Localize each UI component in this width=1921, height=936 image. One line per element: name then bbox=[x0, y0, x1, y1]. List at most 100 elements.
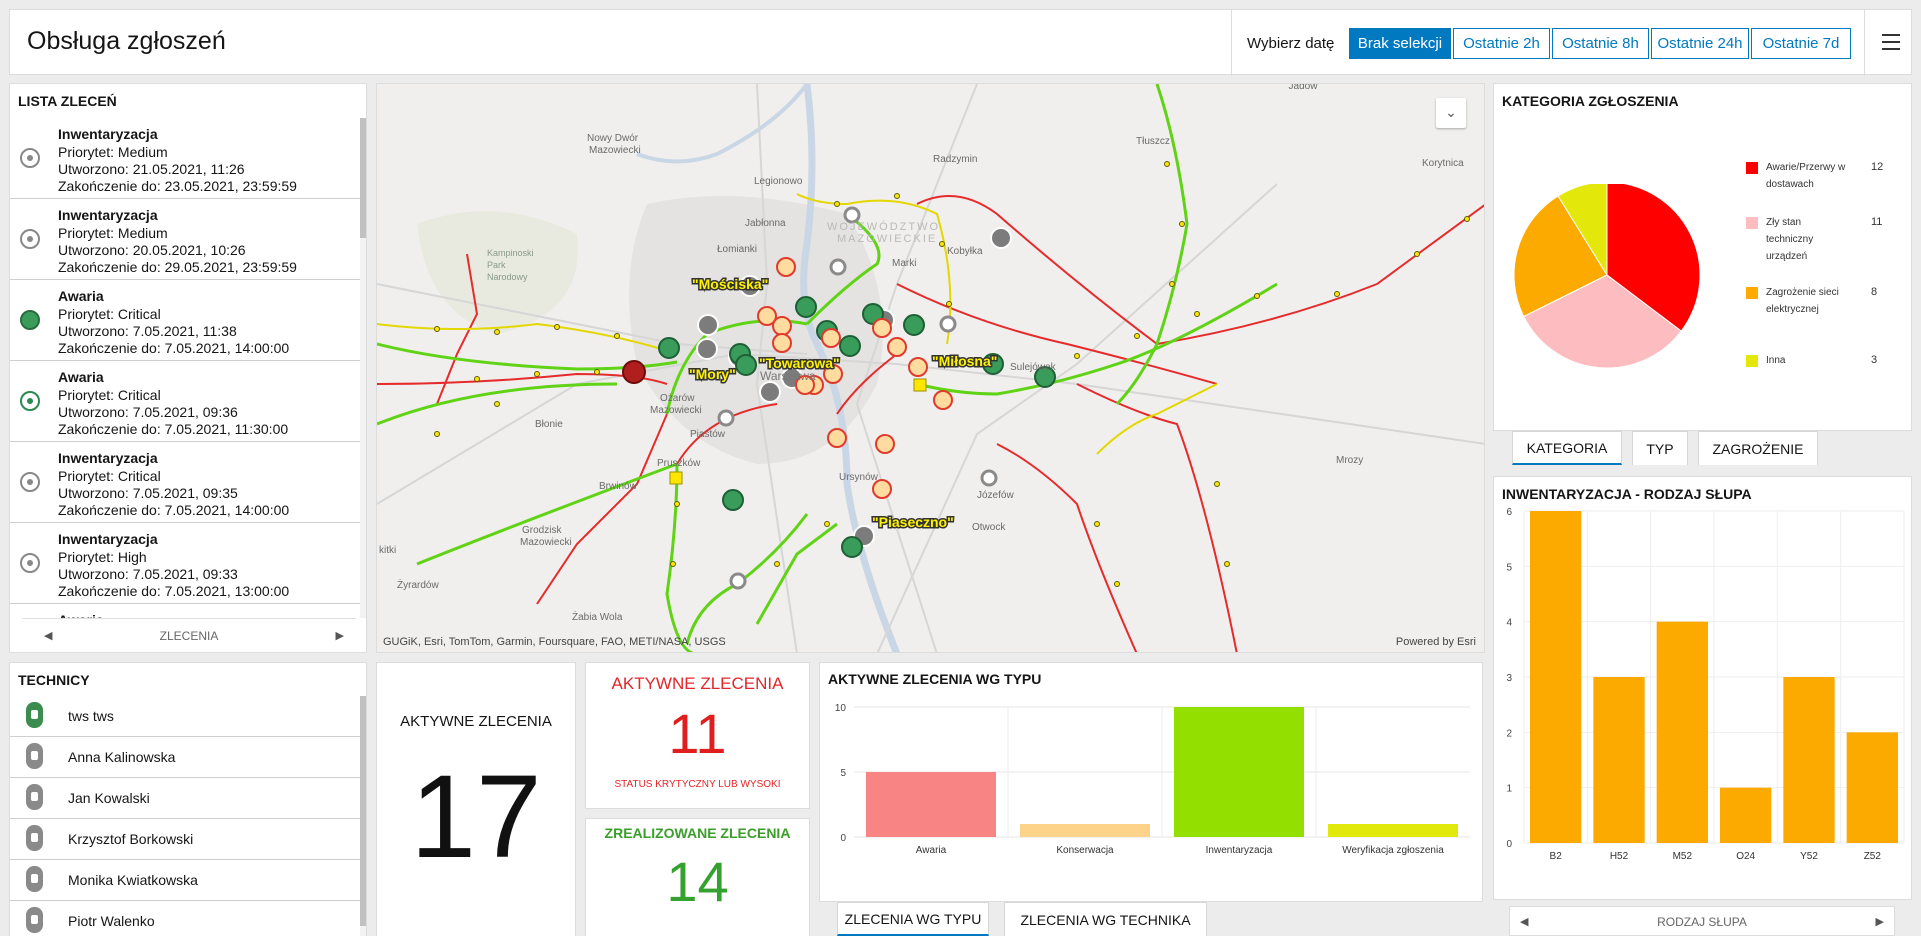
next-arrow-icon[interactable]: ▶ bbox=[1875, 916, 1884, 928]
y-tick-label: 5 bbox=[1506, 562, 1512, 573]
x-tick-label: Y52 bbox=[1800, 851, 1818, 862]
collapse-chevron-icon[interactable]: ⌄ bbox=[1436, 98, 1466, 128]
technician-name: Krzysztof Borkowski bbox=[68, 831, 194, 847]
bar bbox=[1783, 677, 1835, 843]
tab-orders-by-technician[interactable]: ZLECENIA WG TECHNIKA bbox=[1004, 902, 1207, 936]
x-tick-label: Inwentaryzacja bbox=[1206, 845, 1273, 856]
map-powered-by[interactable]: Powered by Esri bbox=[1395, 636, 1476, 648]
status-icon bbox=[20, 391, 40, 411]
order-list-item[interactable]: Inwentaryzacja Priorytet: Critical Utworzo… bbox=[10, 442, 360, 523]
svg-text:"Miłosna": "Miłosna" bbox=[932, 353, 997, 369]
orders-by-type-title: AKTYWNE ZLECENIA WG TYPU bbox=[828, 671, 1042, 687]
technician-list-item[interactable]: tws tws bbox=[10, 696, 360, 737]
x-tick-label: B2 bbox=[1550, 851, 1563, 862]
x-tick-label: Awaria bbox=[916, 845, 947, 856]
tab-threat[interactable]: ZAGROŻENIE bbox=[1698, 431, 1818, 465]
technician-name: Piotr Walenko bbox=[68, 913, 155, 929]
pole-type-chart: 0 1 2 3 4 5 6 B2 H52 M52 O24 Y52 Z52 bbox=[1506, 507, 1905, 862]
order-list-item[interactable]: Awaria Priorytet: Critical Utworzono: 7.05… bbox=[10, 361, 360, 442]
tab-type[interactable]: TYP bbox=[1632, 431, 1688, 465]
category-panel: KATEGORIA ZGŁOSZENIA Awarie/Przerwy w do… bbox=[1493, 83, 1912, 431]
orders-pager: ◀ ZLECENIA ▶ bbox=[22, 618, 356, 650]
date-button-8h[interactable]: Ostatnie 8h bbox=[1552, 28, 1649, 59]
date-button-24h[interactable]: Ostatnie 24h bbox=[1651, 28, 1749, 59]
svg-text:Mazowiecki: Mazowiecki bbox=[520, 537, 572, 548]
svg-text:Nowy Dwór: Nowy Dwór bbox=[587, 133, 639, 144]
completed-orders-value: 14 bbox=[666, 850, 729, 913]
order-name: Inwentaryzacja bbox=[58, 207, 158, 223]
tab-category[interactable]: KATEGORIA bbox=[1512, 431, 1622, 465]
order-due: Zakończenie do: 7.05.2021, 11:30:00 bbox=[58, 421, 289, 437]
previous-arrow-icon[interactable]: ◀ bbox=[44, 630, 53, 642]
svg-text:Ożarów: Ożarów bbox=[660, 393, 695, 404]
orders-scrollbar[interactable] bbox=[360, 118, 366, 618]
status-icon bbox=[20, 310, 40, 330]
svg-text:Tłuszcz: Tłuszcz bbox=[1136, 136, 1170, 147]
svg-text:WOJEWÓDZTWO: WOJEWÓDZTWO bbox=[827, 220, 940, 233]
y-tick-label: 0 bbox=[840, 833, 846, 844]
date-button-7d[interactable]: Ostatnie 7d bbox=[1751, 28, 1851, 59]
critical-orders-subtitle: STATUS KRYTYCZNY LUB WYSOKI bbox=[614, 779, 781, 790]
next-arrow-icon[interactable]: ▶ bbox=[335, 630, 344, 642]
map-canvas[interactable]: Jadów Nowy Dwór Mazowiecki Legionowo Rad… bbox=[377, 84, 1485, 653]
order-due: Zakończenie do: 7.05.2021, 13:00:00 bbox=[58, 583, 290, 599]
y-tick-label: 10 bbox=[835, 703, 847, 714]
bar bbox=[1020, 824, 1150, 837]
svg-text:Łomianki: Łomianki bbox=[717, 244, 757, 255]
y-tick-label: 0 bbox=[1506, 839, 1512, 850]
order-priority: Priorytet: Critical bbox=[58, 387, 161, 403]
order-list-item[interactable]: Inwentaryzacja Priorytet: Medium Utworzono… bbox=[10, 118, 360, 199]
technician-list-item[interactable]: Jan Kowalski bbox=[10, 778, 360, 819]
order-list-item[interactable]: Awaria Priorytet: Critical Utworzono: 7.05… bbox=[10, 280, 360, 361]
svg-text:Narodowy: Narodowy bbox=[487, 272, 528, 282]
legend-swatch bbox=[1746, 355, 1758, 367]
date-filter-label: Wybierz datę bbox=[1247, 35, 1335, 52]
technician-pin-icon bbox=[26, 784, 43, 810]
orders-pager-label: ZLECENIA bbox=[159, 629, 219, 643]
x-tick-label: Konserwacja bbox=[1056, 845, 1114, 856]
previous-arrow-icon[interactable]: ◀ bbox=[1520, 916, 1529, 928]
bar bbox=[1720, 787, 1772, 843]
order-list-item[interactable]: Inwentaryzacja Priorytet: High Utworzono: … bbox=[10, 523, 360, 604]
tab-orders-by-type[interactable]: ZLECENIA WG TYPU bbox=[837, 902, 989, 936]
orders-by-type-chart-panel: AKTYWNE ZLECENIA WG TYPU 0 5 10 Awaria Konse… bbox=[819, 662, 1483, 902]
technician-list-item[interactable]: Anna Kalinowska bbox=[10, 737, 360, 778]
svg-text:Ursynów: Ursynów bbox=[839, 472, 879, 483]
technician-pin-icon bbox=[26, 866, 43, 892]
technician-list-item[interactable]: Monika Kwiatkowska bbox=[10, 860, 360, 901]
legend-value: 3 bbox=[1871, 354, 1878, 366]
legend-value: 12 bbox=[1871, 161, 1884, 173]
map-view[interactable]: Jadów Nowy Dwór Mazowiecki Legionowo Rad… bbox=[376, 83, 1485, 653]
order-name: Inwentaryzacja bbox=[58, 450, 158, 466]
x-tick-label: M52 bbox=[1673, 851, 1693, 862]
hamburger-menu-icon[interactable] bbox=[1882, 34, 1900, 50]
y-tick-label: 5 bbox=[840, 768, 846, 779]
completed-orders-card: ZREALIZOWANE ZLECENIA 14 bbox=[585, 818, 810, 936]
technician-list-item[interactable]: Piotr Walenko bbox=[10, 901, 360, 936]
order-list-item[interactable]: Inwentaryzacja Priorytet: Medium Utworzono… bbox=[10, 199, 360, 280]
orders-title: LISTA ZLECEŃ bbox=[18, 93, 117, 109]
svg-text:Grodzisk: Grodzisk bbox=[522, 525, 562, 536]
bar bbox=[1656, 621, 1708, 843]
technician-name: Monika Kwiatkowska bbox=[68, 872, 198, 888]
svg-text:Warszawa: Warszawa bbox=[760, 369, 816, 383]
date-button-2h[interactable]: Ostatnie 2h bbox=[1453, 28, 1550, 59]
svg-text:Mazowiecki: Mazowiecki bbox=[650, 405, 702, 416]
technician-list-item[interactable]: Krzysztof Borkowski bbox=[10, 819, 360, 860]
technicians-scrollbar[interactable] bbox=[360, 696, 366, 936]
app-title: Obsługa zgłoszeń bbox=[27, 27, 226, 55]
svg-text:Park: Park bbox=[487, 260, 506, 270]
order-created: Utworzono: 7.05.2021, 09:36 bbox=[58, 404, 238, 420]
date-button-none[interactable]: Brak selekcji bbox=[1349, 28, 1451, 59]
svg-text:Mrozy: Mrozy bbox=[1336, 455, 1363, 466]
svg-text:Pruszków: Pruszków bbox=[657, 458, 701, 469]
orders-panel: LISTA ZLECEŃ Inwentaryzacja Priorytet: Me… bbox=[9, 83, 367, 653]
svg-text:Otwock: Otwock bbox=[972, 522, 1006, 533]
svg-text:Korytnica: Korytnica bbox=[1422, 158, 1464, 169]
technician-pin-icon bbox=[26, 907, 43, 933]
order-list-item[interactable]: Awaria bbox=[10, 604, 360, 618]
svg-text:Mazowiecki: Mazowiecki bbox=[589, 145, 641, 156]
divider bbox=[1864, 10, 1865, 76]
category-pie-chart bbox=[1514, 184, 1701, 369]
svg-text:Jadów: Jadów bbox=[1289, 84, 1319, 92]
